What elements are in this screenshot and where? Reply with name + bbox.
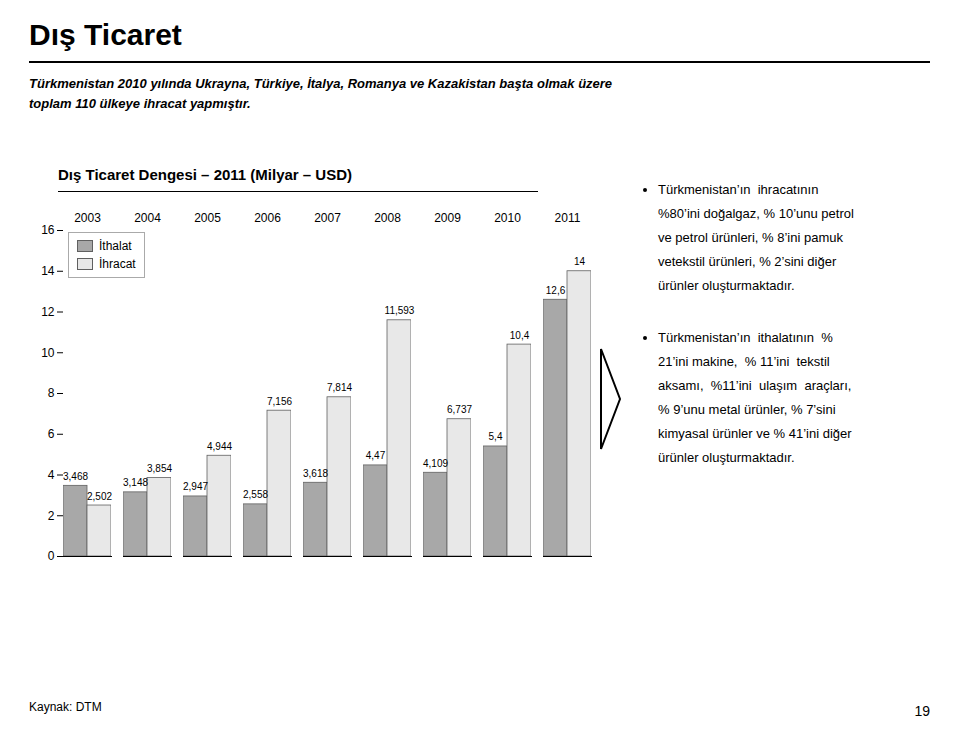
svg-text:6: 6 [48,427,55,441]
svg-text:3,468: 3,468 [63,471,88,482]
html-text:%80’ini doğalgaz, % 10’unu pet: %80’ini doğalgaz, % 10’unu petrol [658,206,854,221]
svg-text:3,618: 3,618 [303,468,328,479]
html-text:ürünler oluşturmaktadır.: ürünler oluşturmaktadır. [658,450,795,465]
html-text:ürünler oluşturmaktadır.: ürünler oluşturmaktadır. [658,278,795,293]
svg-text:2,558: 2,558 [243,489,268,500]
svg-text:3,854: 3,854 [147,463,172,474]
html-text:kimyasal ürünler ve % 41’ini d: kimyasal ürünler ve % 41’ini diğer [658,426,852,441]
html-text:Kaynak: DTM: Kaynak: DTM [29,700,102,714]
svg-text:2007: 2007 [314,211,341,225]
svg-text:16: 16 [41,223,55,237]
html-text:19: 19 [914,703,930,719]
svg-text:7,814: 7,814 [327,382,352,393]
svg-text:12,6: 12,6 [546,285,566,296]
svg-text:2,502: 2,502 [87,491,112,502]
svg-text:7,156: 7,156 [267,396,292,407]
svg-text:0: 0 [48,549,55,563]
svg-text:6,737: 6,737 [447,404,472,415]
svg-text:2: 2 [48,509,55,523]
html-text:toplam 110 ülkeye ihracat yapm: toplam 110 ülkeye ihracat yapmıştır. [29,96,251,111]
svg-text:4,944: 4,944 [207,441,232,452]
html-text:İthalat: İthalat [99,239,132,253]
svg-text:14: 14 [41,264,55,278]
svg-text:14: 14 [574,256,586,267]
svg-text:4: 4 [48,468,55,482]
svg-text:3,148: 3,148 [123,477,148,488]
html-text:Dış Ticaret: Dış Ticaret [29,18,182,51]
svg-text:4,109: 4,109 [423,458,448,469]
svg-text:8: 8 [48,386,55,400]
svg-text:10: 10 [41,346,55,360]
html-text:% 9’unu metal ürünler, % 7’sin: % 9’unu metal ürünler, % 7’sini [658,402,836,417]
svg-text:2,947: 2,947 [183,481,208,492]
html-text:aksamı, %11’ini ulaşım araçlar: aksamı, %11’ini ulaşım araçları, [658,378,852,393]
html-text:vetekstil ürünleri, % 2’sini d: vetekstil ürünleri, % 2’sini diğer [658,254,837,269]
svg-text:2006: 2006 [254,211,281,225]
html-text:21’ini makine, % 11’ini teksti: 21’ini makine, % 11’ini tekstil [658,354,830,369]
html-text:Türkmenistan 2010 yılında Ukra: Türkmenistan 2010 yılında Ukrayna, Türki… [29,76,613,91]
svg-text:11,593: 11,593 [385,305,415,316]
svg-text:2010: 2010 [494,211,521,225]
svg-text:2011: 2011 [555,211,581,225]
svg-text:2004: 2004 [134,211,161,225]
html-text:İhracat: İhracat [99,257,136,271]
svg-text:2008: 2008 [374,211,401,225]
svg-text:10,4: 10,4 [510,330,530,341]
html-text:Türkmenistan’ın ithalatının %: Türkmenistan’ın ithalatının % [658,330,833,345]
html-text:ve petrol ürünleri, % 8’ini pa: ve petrol ürünleri, % 8’ini pamuk [658,230,843,245]
svg-text:5,4: 5,4 [489,431,503,442]
html-text:Dış Ticaret Dengesi – 2011 (Mi: Dış Ticaret Dengesi – 2011 (Milyar – USD… [58,166,352,183]
svg-text:4,47: 4,47 [366,450,386,461]
svg-text:2003: 2003 [74,211,101,225]
html-text:Türkmenistan’ın ihracatının: Türkmenistan’ın ihracatının [658,182,819,197]
svg-text:2005: 2005 [194,211,221,225]
svg-text:12: 12 [41,305,55,319]
svg-text:2009: 2009 [434,211,461,225]
